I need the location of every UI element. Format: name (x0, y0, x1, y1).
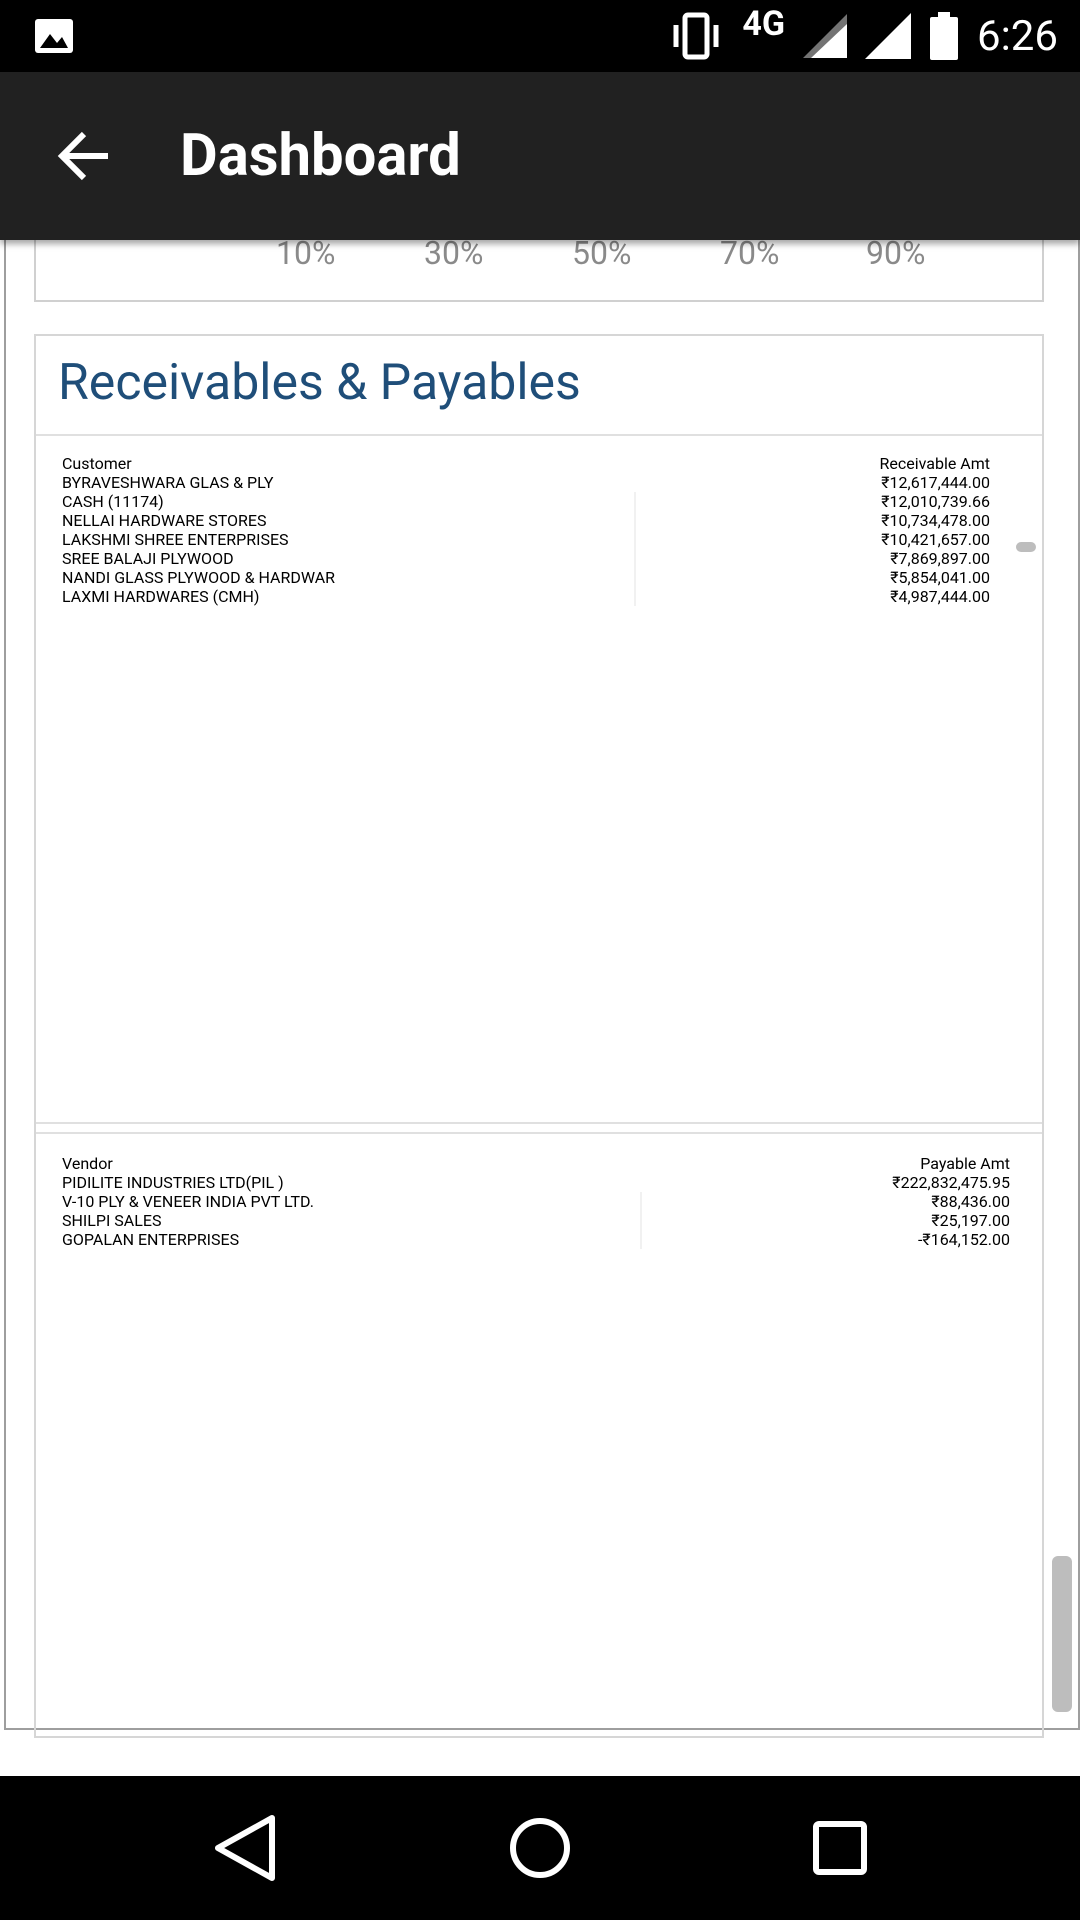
axis-tick: 50% (572, 240, 632, 272)
signal-icon (865, 13, 911, 59)
status-bar: 4G 6:26 (0, 0, 1080, 72)
signal-icon (803, 14, 847, 58)
customer-name: SREE BALAJI PLYWOOD (62, 549, 234, 568)
app-bar: Dashboard (0, 72, 1080, 240)
table-row[interactable]: V-10 PLY & VENEER INDIA PVT LTD. ₹88,436… (48, 1192, 1034, 1211)
divider (36, 434, 1042, 436)
chart-axis-remnant: 10% 30% 50% 70% 90% (34, 240, 1044, 302)
vendor-name: V-10 PLY & VENEER INDIA PVT LTD. (62, 1192, 314, 1211)
receivable-amount: ₹10,734,478.00 (634, 511, 1014, 530)
divider (36, 1122, 1042, 1124)
table-row[interactable]: SHILPI SALES ₹25,197.00 (48, 1211, 1034, 1230)
axis-tick: 70% (720, 240, 780, 272)
vendor-name: GOPALAN ENTERPRISES (62, 1230, 240, 1249)
customer-name: CASH (11174) (62, 492, 164, 511)
receivable-amount: ₹7,869,897.00 (634, 549, 1014, 568)
page-title: Dashboard (180, 122, 461, 190)
nav-home-icon[interactable] (508, 1816, 572, 1880)
table-row[interactable]: LAKSHMI SHREE ENTERPRISES ₹10,421,657.00 (48, 530, 1014, 549)
back-arrow-icon[interactable] (56, 128, 112, 184)
image-icon (35, 19, 73, 53)
dashboard-panel (4, 240, 1080, 1730)
receivable-amount: ₹12,010,739.66 (634, 492, 1014, 511)
section-title: Receivables & Payables (58, 354, 581, 412)
table-row[interactable]: PIDILITE INDUSTRIES LTD(PIL ) ₹222,832,4… (48, 1173, 1034, 1192)
vendor-name: SHILPI SALES (62, 1211, 162, 1230)
receivable-amount: ₹5,854,041.00 (634, 568, 1014, 587)
payable-amount: -₹164,152.00 (640, 1230, 1034, 1249)
system-nav-bar (0, 1776, 1080, 1920)
customer-name: LAXMI HARDWARES (CMH) (62, 587, 260, 606)
customer-name: LAKSHMI SHREE ENTERPRISES (62, 530, 289, 549)
vibrate-icon (673, 12, 719, 60)
table-row[interactable]: LAXMI HARDWARES (CMH) ₹4,987,444.00 (48, 587, 1014, 606)
vendor-header[interactable]: Vendor (62, 1154, 113, 1173)
payable-amt-header[interactable]: Payable Amt (640, 1154, 1034, 1173)
table-header: Vendor Payable Amt (48, 1154, 1034, 1173)
axis-tick: 90% (866, 240, 926, 272)
axis-tick: 30% (424, 240, 484, 272)
payable-amount: ₹25,197.00 (640, 1211, 1034, 1230)
clock: 6:26 (977, 11, 1058, 61)
payable-amount: ₹88,436.00 (640, 1192, 1034, 1211)
table-row[interactable]: SREE BALAJI PLYWOOD ₹7,869,897.00 (48, 549, 1014, 568)
customer-header[interactable]: Customer (62, 454, 132, 473)
page-scrollbar[interactable] (1052, 1556, 1072, 1712)
customer-name: BYRAVESHWARA GLAS & PLY (62, 473, 274, 492)
table-row[interactable]: NANDI GLASS PLYWOOD & HARDWAR ₹5,854,041… (48, 568, 1014, 587)
table-row[interactable]: BYRAVESHWARA GLAS & PLY ₹12,617,444.00 (48, 473, 1014, 492)
receivable-amt-header[interactable]: Receivable Amt (634, 454, 1014, 473)
vendor-name: PIDILITE INDUSTRIES LTD(PIL ) (62, 1173, 284, 1192)
receivable-amount: ₹4,987,444.00 (634, 587, 1014, 606)
divider (36, 1132, 1042, 1134)
table-row[interactable]: NELLAI HARDWARE STORES ₹10,734,478.00 (48, 511, 1014, 530)
nav-back-icon[interactable] (212, 1812, 278, 1884)
table-row[interactable]: CASH (11174) ₹12,010,739.66 (48, 492, 1014, 511)
axis-tick: 10% (276, 240, 336, 272)
nav-recents-icon[interactable] (812, 1820, 868, 1876)
receivable-amount: ₹10,421,657.00 (634, 530, 1014, 549)
customer-name: NELLAI HARDWARE STORES (62, 511, 267, 530)
network-type: 4G (742, 4, 785, 44)
receivables-payables-card: Receivables & Payables Customer Receivab… (34, 334, 1044, 1738)
table-header: Customer Receivable Amt (48, 454, 1014, 473)
payables-table[interactable]: Vendor Payable Amt PIDILITE INDUSTRIES L… (48, 1154, 1034, 1734)
payable-amount: ₹222,832,475.95 (640, 1173, 1034, 1192)
customer-name: NANDI GLASS PLYWOOD & HARDWAR (62, 568, 335, 587)
table-row[interactable]: GOPALAN ENTERPRISES -₹164,152.00 (48, 1230, 1034, 1249)
receivable-amount: ₹12,617,444.00 (634, 473, 1014, 492)
receivables-scrollbar[interactable] (1016, 542, 1036, 552)
battery-icon (930, 12, 958, 60)
receivables-table[interactable]: Customer Receivable Amt BYRAVESHWARA GLA… (48, 454, 1014, 1122)
dashboard-content[interactable]: 10% 30% 50% 70% 90% Receivables & Payabl… (0, 240, 1080, 1776)
